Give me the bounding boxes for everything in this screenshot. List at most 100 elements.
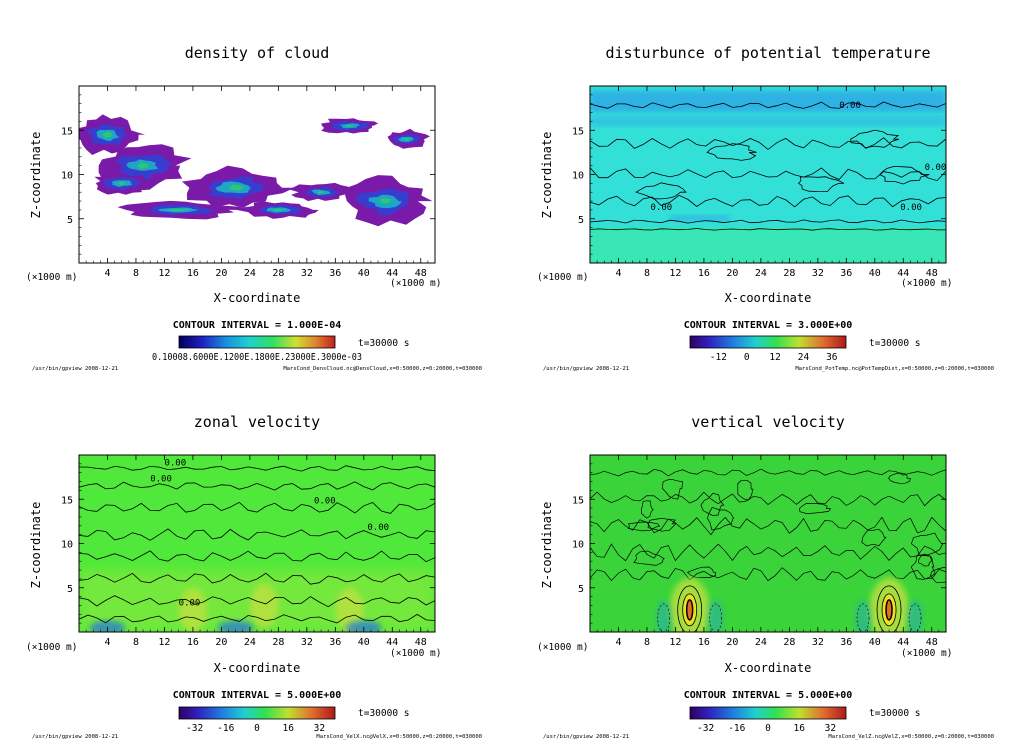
contour-loop <box>627 521 661 532</box>
x-axis-label: X-coordinate <box>214 661 301 675</box>
y-tick-label: 15 <box>61 126 73 137</box>
x-tick-label: 36 <box>329 268 341 279</box>
contour-label: 0.00 <box>925 163 947 173</box>
upper-band-2 <box>590 116 946 126</box>
colorbar <box>689 706 847 720</box>
cloud-max <box>137 162 149 169</box>
x-tick-label: 12 <box>158 637 170 648</box>
y-tick-label: 5 <box>578 215 584 226</box>
x-tick-label: 16 <box>187 637 199 648</box>
contour-label: 0.00 <box>651 203 673 213</box>
x-tick-label: 4 <box>104 637 110 648</box>
colorbar-tick-label: 0 <box>744 352 750 363</box>
upper-band <box>590 90 946 113</box>
contour-interval: CONTOUR INTERVAL = 3.000E+00 <box>684 320 853 331</box>
easterly-core <box>217 620 254 632</box>
y-axis-label: Z-coordinate <box>540 132 554 219</box>
contour-loop <box>910 532 944 556</box>
x-tick-label: 20 <box>215 268 227 279</box>
x-unit-label: (×1000 m) <box>390 278 441 289</box>
contour-line <box>590 167 946 182</box>
x-tick-label: 40 <box>358 268 370 279</box>
contour-label: 0.00 <box>150 475 172 485</box>
contour-line <box>79 465 435 472</box>
x-axis-label: X-coordinate <box>725 291 812 305</box>
x-tick-label: 36 <box>840 268 852 279</box>
contour-interval: CONTOUR INTERVAL = 5.000E+00 <box>684 690 853 701</box>
footer-right: MarsCond_VelZ.nc@VelZ,x=0:50000,z=0:2000… <box>828 734 994 740</box>
y-tick-label: 15 <box>572 495 584 506</box>
y-tick-label: 5 <box>578 584 584 595</box>
contour-loop <box>888 472 911 484</box>
footer-right: MarsCond_PotTemp.nc@PotTempDist,x=0:5000… <box>795 366 994 372</box>
colorbar-tick-label: 16 <box>282 723 294 734</box>
chart-title: disturbunce of potential temperature <box>605 44 930 62</box>
colorbar-tick-label: 0 <box>765 723 771 734</box>
jet-core <box>250 583 279 628</box>
jet-core <box>178 587 207 632</box>
x-tick-label: 12 <box>669 268 681 279</box>
x-tick-label: 4 <box>104 268 110 279</box>
chart-title: vertical velocity <box>691 413 845 431</box>
contour-line <box>590 101 946 109</box>
cloud-max <box>117 182 126 185</box>
time-label: t=30000 s <box>358 338 409 349</box>
contour-loop <box>799 503 832 514</box>
x-tick-label: 36 <box>840 637 852 648</box>
contour-label: 0.00 <box>839 101 861 111</box>
contour-line <box>590 219 946 224</box>
x-tick-label: 32 <box>812 637 824 648</box>
x-tick-label: 24 <box>244 637 256 648</box>
y-tick-label: 10 <box>61 171 73 182</box>
x-tick-label: 48 <box>415 268 427 279</box>
colorbar-ticks: -32 -16 0 16 32 <box>697 723 836 734</box>
contour-line <box>590 194 946 208</box>
colorbar-tick-label: -32 <box>697 723 714 734</box>
x-tick-label: 28 <box>783 637 795 648</box>
x-tick-label: 48 <box>926 268 938 279</box>
x-tick-label: 24 <box>755 637 767 648</box>
contour-label: 0.00 <box>900 203 922 213</box>
y-tick-label: 5 <box>67 215 73 226</box>
panel-density-of-cloud: density of cloud 4 8 12 16 20 24 28 32 36 40 44 485… <box>26 44 482 372</box>
x-tick-label: 20 <box>215 637 227 648</box>
contour-line <box>590 516 946 536</box>
colorbar-tick-label: 32 <box>825 723 836 734</box>
y-tick-label: 15 <box>61 495 73 506</box>
lower-layer <box>590 227 946 263</box>
x-tick-label: 44 <box>386 637 398 648</box>
colorbar <box>178 706 336 720</box>
x-tick-label: 32 <box>301 268 313 279</box>
contour-loop <box>633 550 666 566</box>
colorbar-tick-labels: 0.10008.6000E.1200E.1800E.23000E.3000e-0… <box>152 352 362 363</box>
contour-label: 0.00 <box>179 598 201 608</box>
contour-loop <box>850 129 900 149</box>
contour-interval: CONTOUR INTERVAL = 1.000E-04 <box>173 320 342 331</box>
footer-left: /usr/bin/gpview 2008-12-21 <box>32 366 118 372</box>
contour-loop <box>918 553 934 567</box>
x-tick-label: 8 <box>133 268 139 279</box>
x-axis-label: X-coordinate <box>214 291 301 305</box>
x-tick-label: 48 <box>926 637 938 648</box>
contour-line <box>79 550 435 563</box>
downdraft <box>855 599 872 632</box>
x-tick-label: 16 <box>698 637 710 648</box>
colorbar-tick-label: -16 <box>217 723 234 734</box>
x-unit-label: (×1000 m) <box>901 278 952 289</box>
contour-loop <box>737 479 754 501</box>
heatmap-field: 0.00 0.00 0.00 0.00 0.00 <box>79 459 435 632</box>
colorbar-tick-label: -32 <box>186 723 203 734</box>
contour-line <box>79 528 435 541</box>
panel-potential-temperature: disturbunce of potential temperature 0.0… <box>537 44 994 372</box>
time-label: t=30000 s <box>869 708 920 719</box>
contour-line <box>590 491 946 507</box>
footer-left: /usr/bin/gpview 2008-12-21 <box>32 734 118 740</box>
colorbar-tick-label: -12 <box>710 352 727 363</box>
x-tick-label: 28 <box>272 268 284 279</box>
y-unit-label: (×1000 m) <box>537 272 588 283</box>
contour-loop <box>700 492 725 516</box>
x-unit-label: (×1000 m) <box>901 648 952 659</box>
cloud-max <box>168 208 189 211</box>
